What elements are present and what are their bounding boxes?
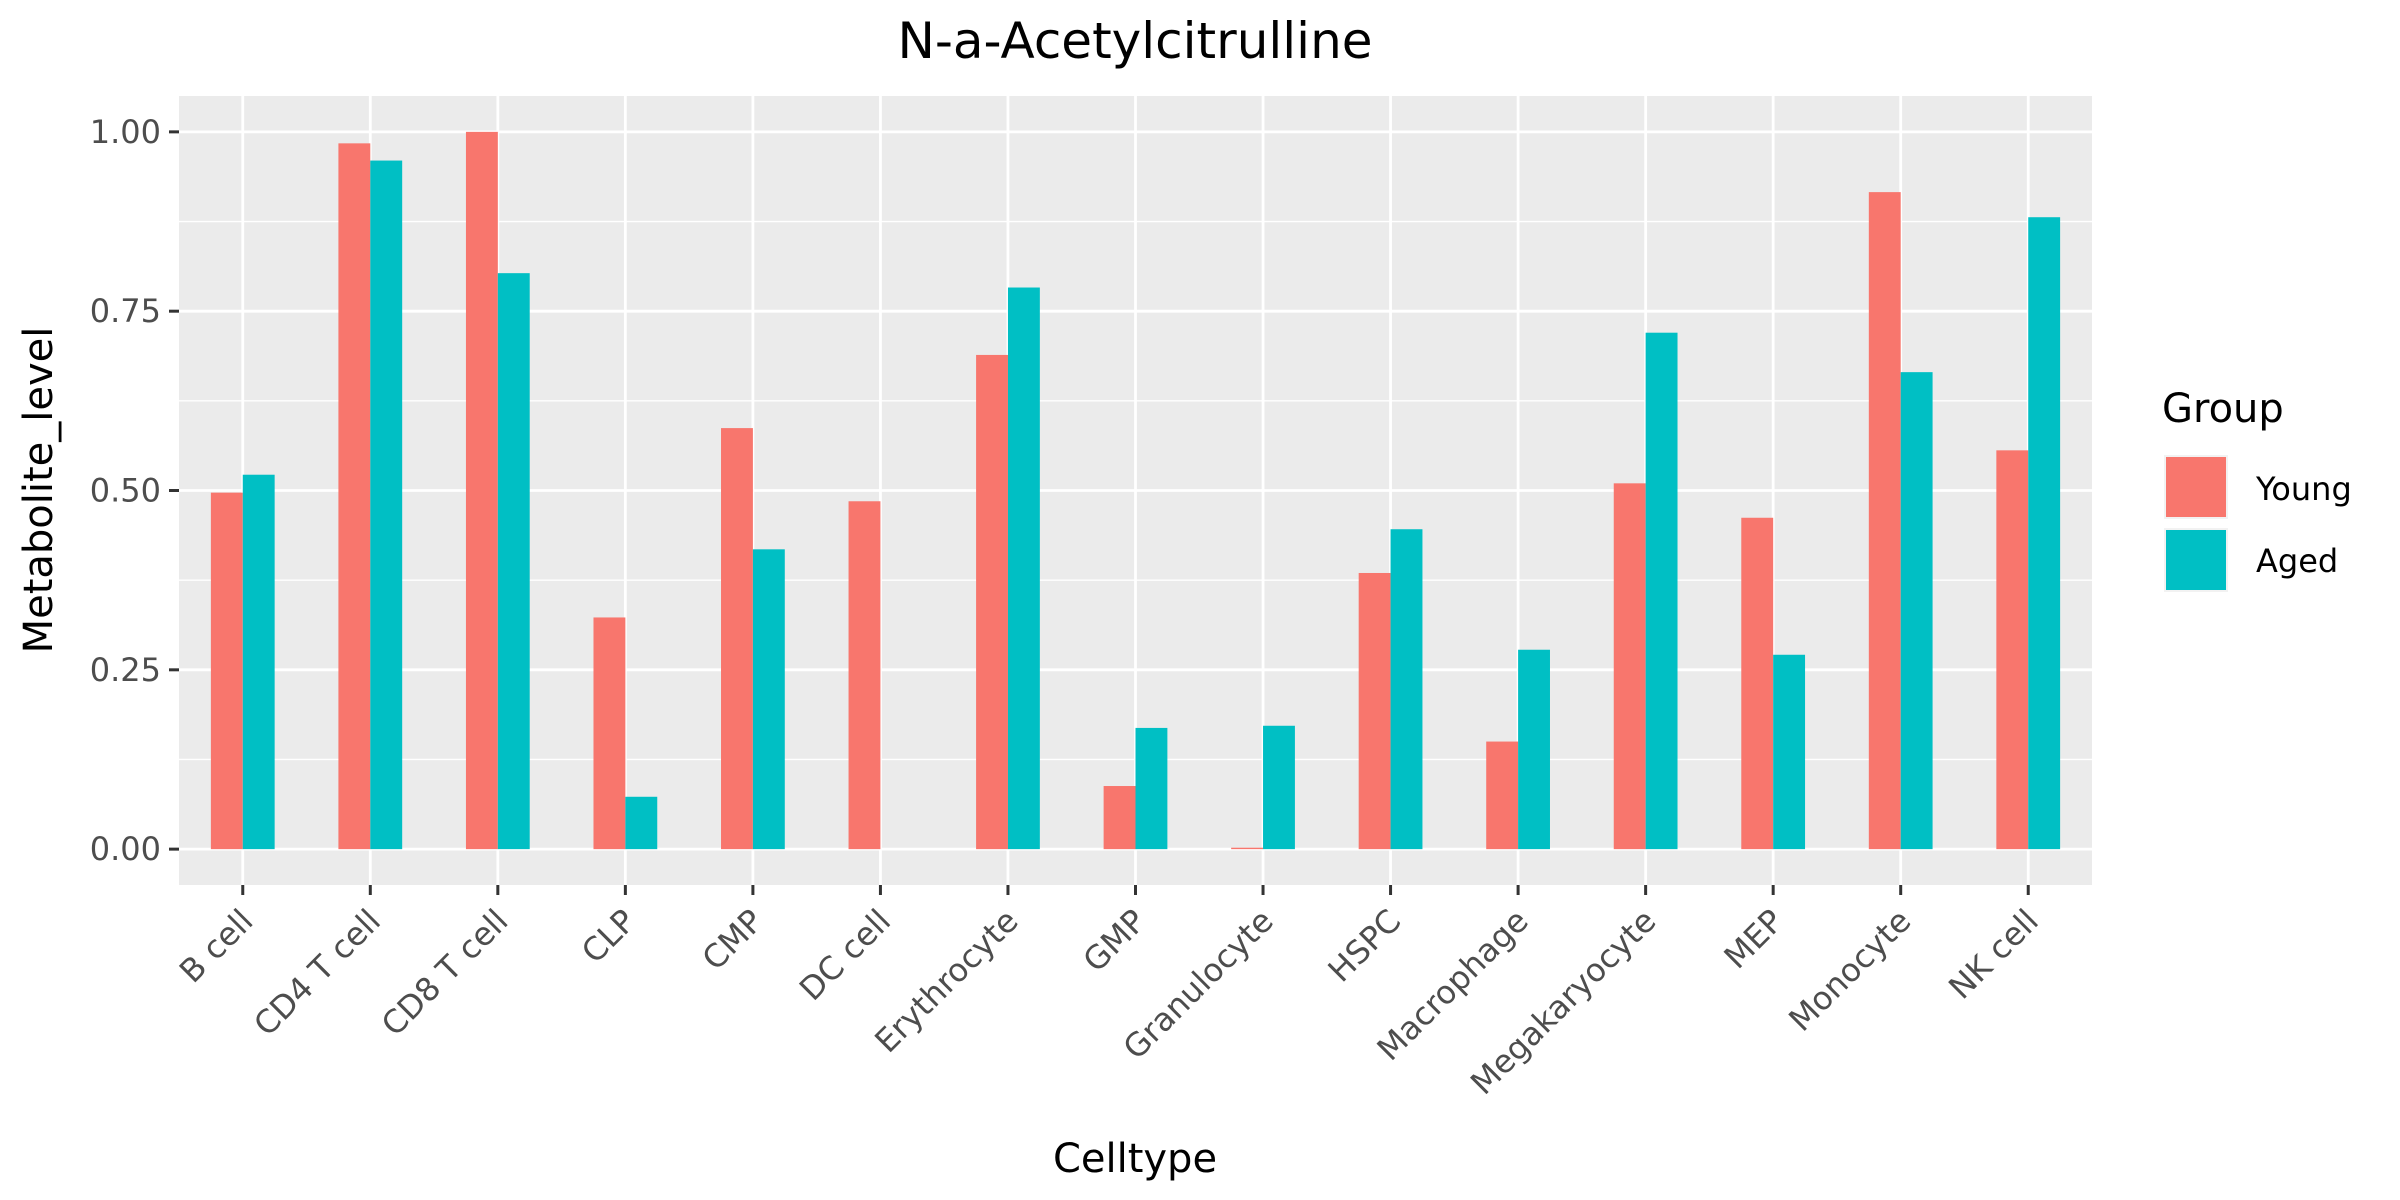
bar-young-nk-cell (1996, 450, 2029, 850)
bar-aged-gmp (1135, 727, 1168, 850)
bar-young-hspc (1358, 572, 1391, 850)
bar-young-erythrocyte (976, 354, 1008, 850)
legend-swatch-aged (2166, 530, 2226, 590)
y-tick-label: 0.50 (90, 472, 161, 510)
bar-aged-clp (625, 796, 658, 850)
bar-young-gmp (1103, 786, 1136, 850)
bar-aged-erythrocyte (1007, 287, 1040, 850)
y-axis: 0.00 0.25 0.50 0.75 1.00 (90, 113, 179, 868)
x-tick-label: HSPC (1321, 902, 1409, 990)
bar-aged-nk-cell (2028, 217, 2061, 850)
bar-aged-cd4-t-cell (370, 160, 403, 850)
x-tick-label: CD4 T cell (246, 902, 388, 1044)
x-axis-title: Celltype (1053, 1136, 1217, 1182)
legend-title: Group (2162, 386, 2284, 432)
legend-label-young: Young (2255, 470, 2352, 508)
x-tick-label: CLP (574, 902, 643, 971)
bars (210, 131, 2061, 850)
x-tick-label: NK cell (1941, 902, 2046, 1007)
bar-aged-monocyte (1900, 372, 1933, 850)
bar-young-granulocyte (1231, 847, 1264, 850)
bar-young-cmp (721, 428, 753, 850)
bar-young-clp (593, 617, 626, 850)
chart-title: N-a-Acetylcitrulline (897, 12, 1372, 70)
bar-aged-mep (1773, 654, 1806, 850)
bar-aged-hspc (1390, 529, 1423, 850)
bar-young-b-cell (210, 492, 243, 850)
legend: Group Young Aged (2162, 386, 2352, 592)
bar-aged-cd8-t-cell (497, 273, 530, 850)
bar-aged-cmp (752, 549, 785, 850)
bar-aged-macrophage (1518, 649, 1550, 850)
x-tick-label: Monocyte (1781, 902, 1918, 1039)
y-tick-label: 1.00 (90, 113, 161, 151)
bar-young-monocyte (1868, 192, 1901, 850)
bar-young-mep (1741, 517, 1774, 850)
x-tick-label: MEP (1716, 902, 1790, 976)
y-tick-label: 0.75 (90, 292, 161, 330)
bar-young-cd4-t-cell (338, 143, 371, 850)
bar-young-macrophage (1486, 741, 1519, 850)
x-tick-label: DC cell (792, 902, 898, 1008)
bar-aged-b-cell (242, 474, 275, 850)
y-tick-label: 0.00 (90, 830, 161, 868)
legend-swatch-young (2166, 457, 2226, 517)
y-tick-label: 0.25 (90, 651, 161, 689)
x-tick-label: GMP (1076, 902, 1154, 980)
legend-label-aged: Aged (2256, 542, 2338, 580)
x-tick-label: B cell (172, 902, 261, 991)
bar-aged-granulocyte (1263, 725, 1295, 850)
y-axis-title: Metabolite_level (16, 327, 62, 654)
bar-young-dc-cell (848, 501, 881, 850)
bar-young-cd8-t-cell (465, 131, 498, 850)
x-tick-label: CD8 T cell (374, 902, 516, 1044)
bar-aged-megakaryocyte (1645, 332, 1678, 850)
x-tick-label: CMP (695, 902, 771, 978)
bar-young-megakaryocyte (1613, 483, 1646, 850)
